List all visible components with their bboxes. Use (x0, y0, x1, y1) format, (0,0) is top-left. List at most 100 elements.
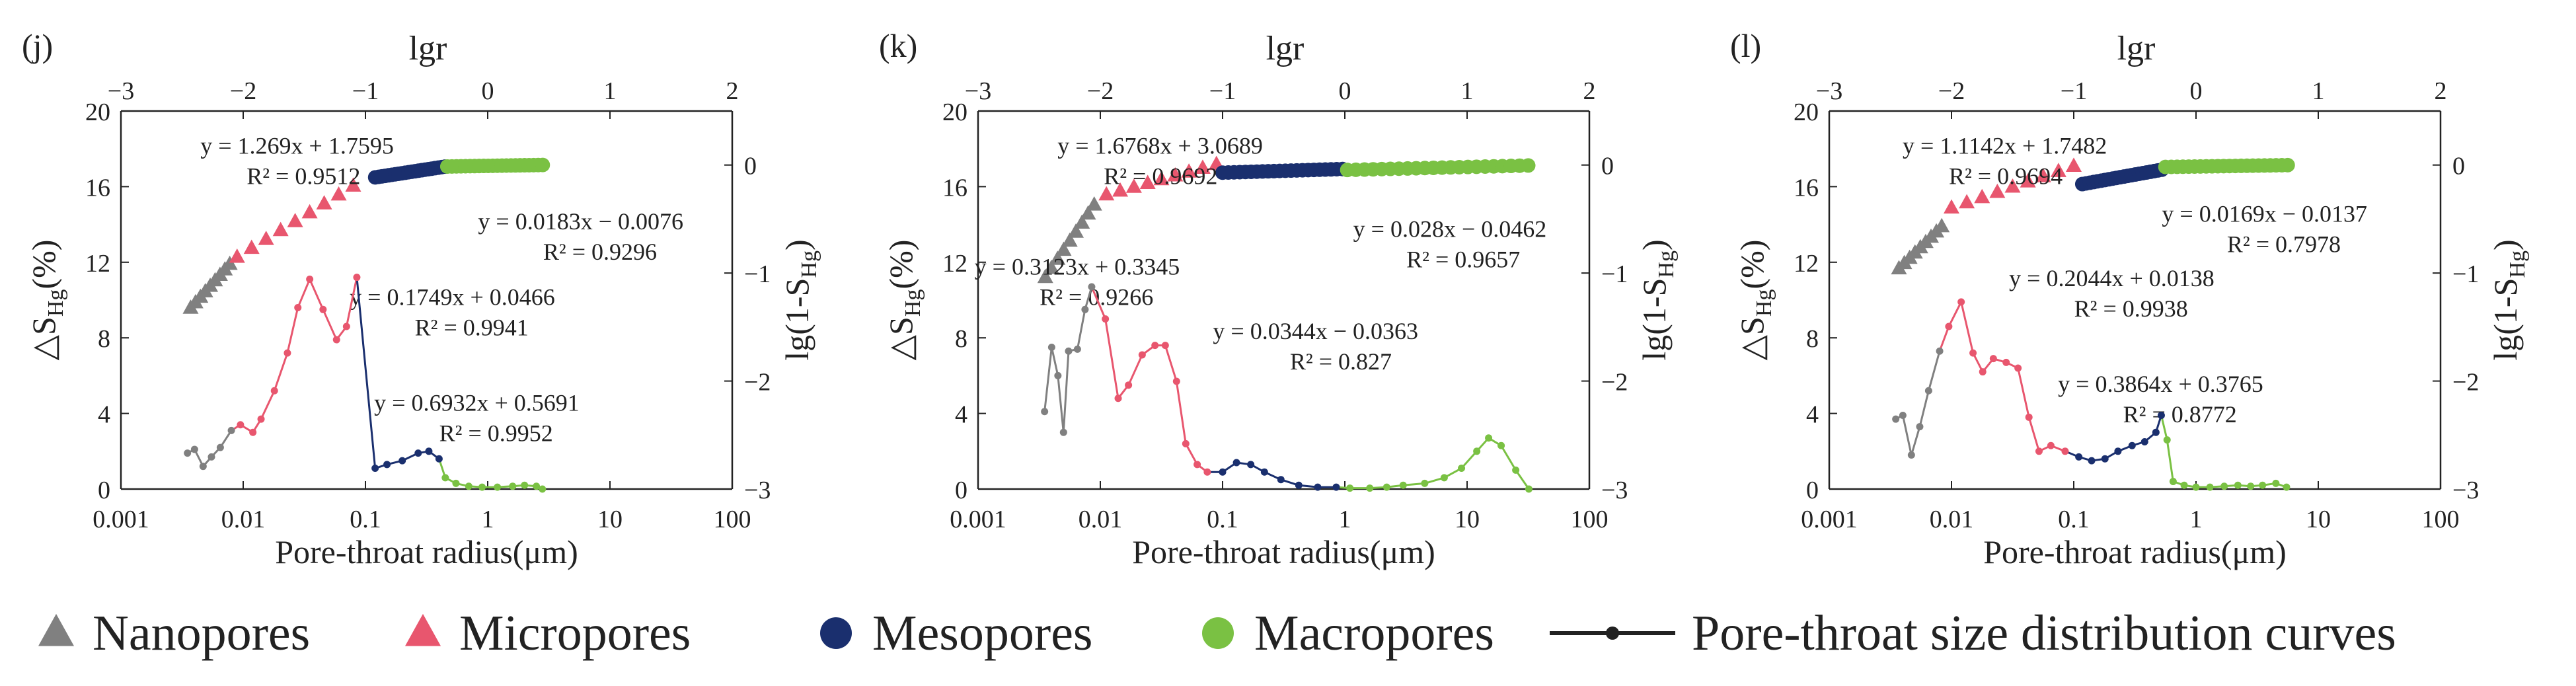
curve-point (2140, 438, 2148, 445)
bottom-tick-label: 0.001 (950, 506, 1006, 533)
micro-fit-point (1098, 186, 1115, 201)
right-axis-label: lg(1-SHg) (778, 239, 821, 360)
macro-fit-equation: y = 0.0183x − 0.0076 (478, 208, 683, 235)
micropores-legend-marker (405, 613, 441, 646)
curve-point (2101, 455, 2109, 463)
curve-point (1525, 485, 1533, 493)
curve-point (270, 387, 278, 395)
curve-point (1102, 315, 1110, 323)
top-tick-label: −1 (2061, 77, 2087, 105)
right-tick-label: −3 (1601, 476, 1628, 504)
bottom-tick-label: 10 (2306, 506, 2331, 533)
curve-segment (1076, 309, 1086, 350)
nano-fit-point (1074, 214, 1090, 229)
curve-point (1247, 461, 1255, 469)
macro-fit-markers (2158, 157, 2295, 174)
curve-point (1512, 466, 1520, 474)
nano-fit-point (1061, 232, 1078, 247)
nano-fit-r2: R² = 0.9512 (246, 163, 360, 190)
left-tick-label: 20 (942, 98, 967, 126)
curve-point (2163, 436, 2171, 444)
curve-point (2192, 483, 2200, 491)
curve-point (294, 303, 302, 311)
nano-fit-point (1068, 223, 1084, 238)
micro-fit-point (1974, 188, 1990, 204)
right-axis-label-sub: Hg (2505, 250, 2530, 278)
legend-label: Nanopores (93, 605, 310, 661)
curve-point (332, 336, 340, 344)
bottom-axis-label: Pore-throat radius(μm) (275, 533, 578, 570)
curve-point (1332, 483, 1340, 491)
right-tick-label: −3 (744, 476, 771, 504)
left-tick-label: 16 (1794, 174, 1819, 202)
curve-point (494, 483, 502, 491)
curve-point (1399, 481, 1407, 489)
micro-fit-point (1194, 159, 1211, 174)
curve-point (2114, 447, 2122, 455)
curve-point (216, 443, 224, 451)
macro-fit-markers (439, 157, 550, 174)
curve-segment (1910, 426, 1921, 455)
curve-segment (1960, 301, 1975, 354)
micro-fit-equation: y = 0.3123x + 0.3345 (975, 254, 1180, 280)
micro-fit-point (287, 213, 303, 227)
curve-point (1125, 381, 1133, 389)
macro-fit-r2: R² = 0.9296 (543, 239, 657, 265)
curve-point (1969, 349, 1977, 357)
top-axis-label: lgr (409, 30, 447, 67)
nano-fit-equation: y = 1.6768x + 3.0689 (1057, 133, 1263, 159)
micro-fit-r2: R² = 0.8772 (2123, 401, 2237, 428)
bottom-tick-label: 1 (1339, 506, 1351, 533)
bottom-axis-label: Pore-throat radius(μm) (1132, 533, 1435, 570)
bottom-tick-label: 0.1 (2058, 506, 2090, 533)
micro-fit-point (229, 248, 245, 263)
left-axis-label-main: △S (882, 317, 919, 360)
left-axis-label-sub: Hg (901, 289, 925, 317)
curve-point (2169, 478, 2177, 486)
left-axis-label-suffix: (%) (882, 240, 919, 289)
nano-fit-point (1086, 196, 1102, 211)
curve-segment (2166, 439, 2174, 482)
left-tick-label: 4 (955, 401, 967, 429)
curve-point (257, 415, 265, 423)
curve-point (1277, 476, 1285, 484)
curve-segment (2017, 367, 2030, 418)
top-tick-label: 1 (604, 77, 617, 105)
curve-point (2272, 479, 2280, 487)
curve-point (478, 483, 486, 491)
curve-segment (1460, 450, 1478, 469)
curve-point (190, 445, 198, 453)
curve-point (1065, 347, 1073, 355)
top-tick-label: −2 (1938, 77, 1965, 105)
left-tick-label: 0 (955, 476, 967, 504)
bottom-axis-label: Pore-throat radius(μm) (1983, 533, 2287, 570)
curve-point (1047, 344, 1055, 351)
right-axis-label-sub: Hg (1654, 250, 1679, 278)
left-axis-label: △SHg(%) (882, 240, 925, 361)
curve-point (1314, 483, 1322, 491)
micro-fit-point (2020, 173, 2036, 188)
curve-segment (1164, 345, 1178, 382)
curve-point (2025, 413, 2033, 421)
left-tick-label: 12 (942, 250, 967, 278)
panel-label: (k) (879, 27, 917, 64)
micro-fit-point (345, 177, 361, 192)
micro-fit-point (2050, 163, 2066, 177)
micro-fit-point (1959, 194, 1975, 209)
top-tick-label: 1 (2312, 77, 2325, 105)
macro-fit-equation: y = 0.028x − 0.0462 (1353, 215, 1547, 242)
micro-fit-point (316, 195, 332, 210)
curve-point (249, 428, 257, 436)
top-tick-label: 0 (482, 77, 494, 105)
curve-point (306, 276, 314, 284)
curve-point (1081, 305, 1089, 313)
left-axis-label-sub: Hg (44, 289, 68, 317)
curve-point (1041, 408, 1049, 416)
macro-fit-r2: R² = 0.7978 (2227, 231, 2341, 258)
curve-point (414, 449, 422, 457)
right-tick-label: 0 (2452, 153, 2465, 180)
bottom-tick-label: 0.01 (1079, 506, 1123, 533)
curve-point (383, 461, 391, 469)
curve-point (2014, 364, 2022, 372)
micro-fit-point (301, 204, 318, 219)
